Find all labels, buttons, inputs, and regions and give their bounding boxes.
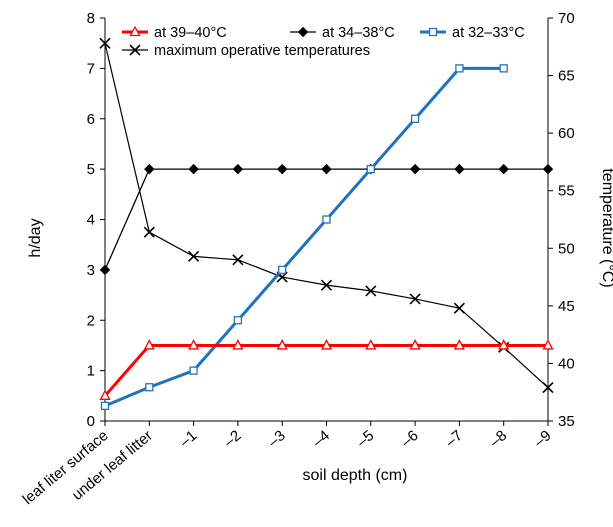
data-point	[276, 339, 288, 350]
series-line	[104, 66, 504, 408]
x-tick-label: –6	[398, 427, 422, 451]
data-point	[453, 302, 465, 314]
legend-label: maximum operative temperatures	[154, 43, 370, 59]
x-tick-label: –5	[354, 427, 378, 451]
x-tick-label: –8	[487, 427, 511, 451]
x-tick-label: under leaf litter	[69, 427, 156, 504]
y2-tick-label: 35	[558, 413, 575, 430]
legend-item: at 32–33°C	[420, 25, 525, 41]
data-point	[145, 383, 154, 392]
data-point	[232, 163, 244, 175]
y-tick-label: 1	[87, 363, 95, 380]
x-tick-label: –7	[442, 427, 466, 451]
y2-tick-label: 40	[558, 355, 575, 372]
data-point	[99, 37, 111, 49]
legend-item: at 39–40°C	[122, 25, 227, 41]
series-layer	[99, 37, 554, 411]
data-point	[278, 265, 287, 275]
x-tick-label: –2	[221, 427, 245, 451]
y-tick-label: 0	[87, 413, 95, 430]
data-point	[542, 382, 554, 394]
x-tick-label: –4	[309, 427, 333, 451]
data-point	[410, 114, 420, 123]
y-tick-label: 4	[87, 212, 95, 229]
data-point	[143, 339, 155, 350]
y-tick-label: 5	[87, 161, 95, 178]
series-1	[99, 163, 554, 276]
y2-tick-label: 50	[558, 240, 575, 257]
data-point	[100, 401, 110, 411]
data-point	[320, 279, 333, 291]
y2-tick-label: 70	[558, 10, 575, 27]
data-point	[232, 339, 244, 350]
x-tick-label: –3	[265, 427, 289, 451]
y-tick-label: 3	[87, 262, 95, 279]
y-tick-label: 8	[87, 10, 95, 27]
y2-axis-title: temperature (°C)	[599, 168, 613, 287]
data-point	[232, 254, 244, 266]
data-point	[188, 339, 200, 350]
legend-marker	[297, 26, 309, 38]
y-tick-label: 2	[87, 312, 95, 329]
data-point	[189, 366, 198, 375]
series-line	[103, 343, 548, 397]
legend-marker	[129, 44, 141, 56]
data-point	[144, 163, 155, 175]
data-point	[542, 163, 554, 175]
data-point	[499, 64, 508, 73]
series-2	[100, 64, 508, 411]
data-point	[322, 215, 331, 224]
legend-item: at 34–38°C	[290, 25, 395, 41]
y2-tick-label: 55	[558, 183, 575, 200]
data-point	[542, 339, 554, 350]
data-point	[143, 226, 155, 238]
data-point	[99, 389, 111, 400]
data-point	[188, 163, 199, 175]
data-point	[321, 163, 332, 175]
data-point	[188, 250, 200, 262]
x-tick-label: –9	[531, 427, 555, 451]
legend-marker	[129, 25, 141, 37]
data-point	[99, 264, 111, 276]
legend-item: maximum operative temperatures	[122, 43, 370, 59]
data-point	[320, 339, 333, 350]
x-axis-title: soil depth (cm)	[303, 467, 408, 484]
legend: at 39–40°C at 34–38°C at 32–33°C maximum op…	[122, 25, 525, 59]
data-point	[453, 339, 465, 350]
legend-label: at 39–40°C	[154, 25, 227, 41]
data-point	[498, 163, 509, 175]
data-point	[409, 163, 421, 175]
data-point	[366, 164, 375, 174]
x-tick-label: –1	[176, 427, 200, 451]
y2-tick-label: 45	[558, 298, 575, 315]
y-axis-title: h/day	[27, 218, 44, 257]
legend-label: at 34–38°C	[322, 25, 395, 41]
data-point	[455, 64, 464, 73]
data-point	[409, 339, 421, 350]
data-point	[498, 339, 510, 350]
y-tick-label: 6	[87, 111, 95, 128]
data-point	[365, 339, 377, 350]
data-point	[276, 163, 288, 175]
data-point	[233, 316, 243, 325]
data-point	[365, 285, 377, 297]
legend-marker	[428, 27, 438, 37]
series-0	[99, 339, 554, 400]
data-point	[454, 163, 465, 175]
y-tick-label: 7	[87, 60, 95, 77]
data-point	[409, 293, 421, 305]
legend-label: at 32–33°C	[452, 25, 525, 41]
y2-tick-label: 60	[558, 125, 575, 142]
y2-tick-label: 65	[558, 68, 575, 85]
